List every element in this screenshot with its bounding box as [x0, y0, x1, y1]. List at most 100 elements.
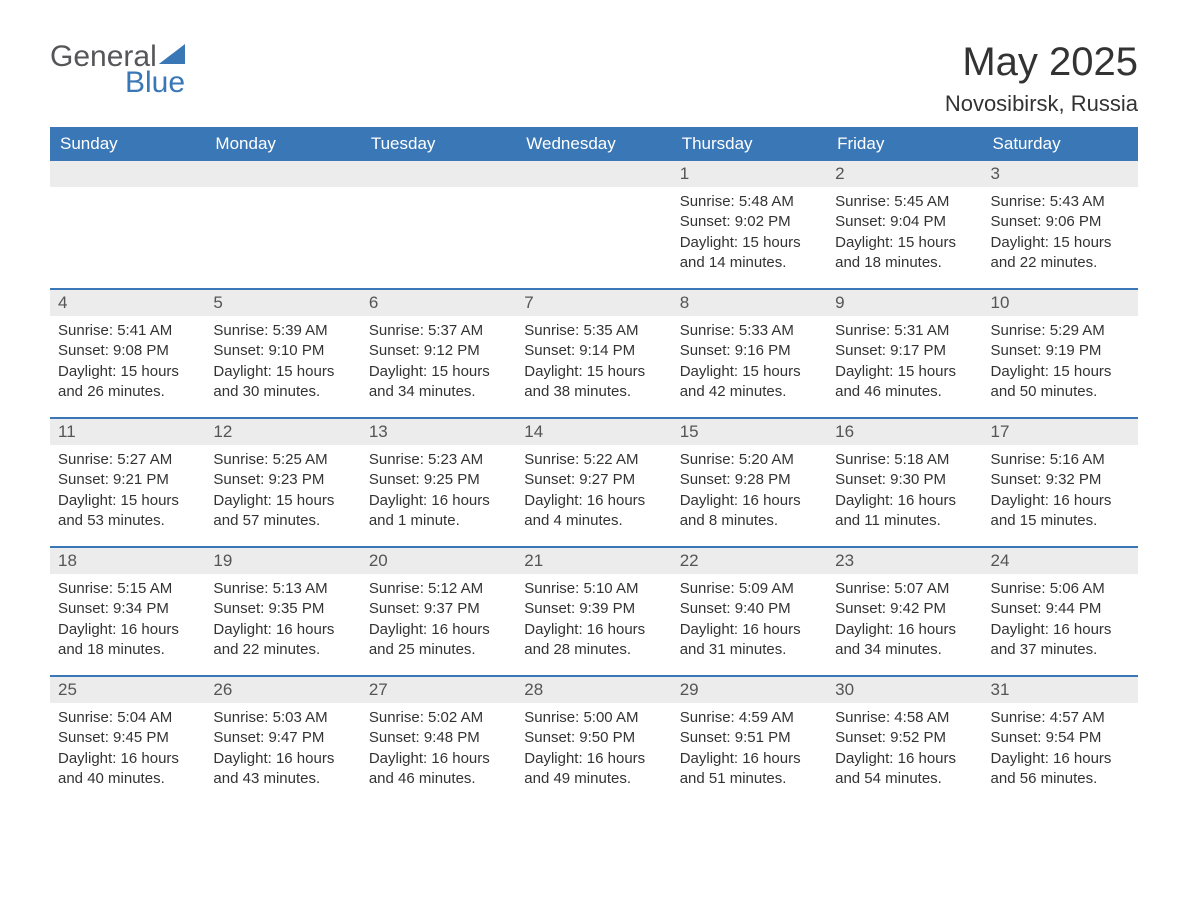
day-number: 4 — [50, 290, 205, 316]
sunrise-line: Sunrise: 5:22 AM — [524, 450, 663, 470]
sunset-line: Sunset: 9:10 PM — [213, 341, 352, 361]
day-number: 17 — [983, 419, 1138, 445]
sunset-line: Sunset: 9:12 PM — [369, 341, 508, 361]
daylight-line: Daylight: 16 hours and 18 minutes. — [58, 620, 197, 661]
daylight-line: Daylight: 15 hours and 38 minutes. — [524, 362, 663, 403]
calendar-body: 1Sunrise: 5:48 AMSunset: 9:02 PMDaylight… — [50, 161, 1138, 805]
calendar-week-row: 1Sunrise: 5:48 AMSunset: 9:02 PMDaylight… — [50, 161, 1138, 289]
day-details — [50, 187, 205, 200]
sunset-line: Sunset: 9:47 PM — [213, 728, 352, 748]
calendar-cell — [516, 161, 671, 289]
logo: General Blue — [50, 40, 185, 98]
sunset-line: Sunset: 9:14 PM — [524, 341, 663, 361]
day-number: 23 — [827, 548, 982, 574]
day-number: 1 — [672, 161, 827, 187]
calendar-cell: 1Sunrise: 5:48 AMSunset: 9:02 PMDaylight… — [672, 161, 827, 289]
day-details: Sunrise: 5:03 AMSunset: 9:47 PMDaylight:… — [205, 703, 360, 797]
sunset-line: Sunset: 9:25 PM — [369, 470, 508, 490]
sunset-line: Sunset: 9:16 PM — [680, 341, 819, 361]
sunrise-line: Sunrise: 5:12 AM — [369, 579, 508, 599]
day-number: 18 — [50, 548, 205, 574]
sunset-line: Sunset: 9:32 PM — [991, 470, 1130, 490]
title-block: May 2025 Novosibirsk, Russia — [945, 40, 1138, 117]
day-details: Sunrise: 5:10 AMSunset: 9:39 PMDaylight:… — [516, 574, 671, 668]
calendar-cell: 16Sunrise: 5:18 AMSunset: 9:30 PMDayligh… — [827, 419, 982, 547]
calendar-cell — [205, 161, 360, 289]
calendar-cell: 21Sunrise: 5:10 AMSunset: 9:39 PMDayligh… — [516, 548, 671, 676]
calendar-cell: 29Sunrise: 4:59 AMSunset: 9:51 PMDayligh… — [672, 677, 827, 805]
daylight-line: Daylight: 16 hours and 1 minute. — [369, 491, 508, 532]
day-number: 14 — [516, 419, 671, 445]
sunset-line: Sunset: 9:08 PM — [58, 341, 197, 361]
calendar-cell: 10Sunrise: 5:29 AMSunset: 9:19 PMDayligh… — [983, 290, 1138, 418]
daylight-line: Daylight: 16 hours and 8 minutes. — [680, 491, 819, 532]
day-number: 11 — [50, 419, 205, 445]
calendar-cell: 23Sunrise: 5:07 AMSunset: 9:42 PMDayligh… — [827, 548, 982, 676]
daylight-line: Daylight: 15 hours and 34 minutes. — [369, 362, 508, 403]
day-number: 20 — [361, 548, 516, 574]
day-details: Sunrise: 5:02 AMSunset: 9:48 PMDaylight:… — [361, 703, 516, 797]
calendar-cell: 13Sunrise: 5:23 AMSunset: 9:25 PMDayligh… — [361, 419, 516, 547]
day-number: 24 — [983, 548, 1138, 574]
day-number: 27 — [361, 677, 516, 703]
day-number: 8 — [672, 290, 827, 316]
day-number — [205, 161, 360, 187]
sunset-line: Sunset: 9:45 PM — [58, 728, 197, 748]
daylight-line: Daylight: 15 hours and 46 minutes. — [835, 362, 974, 403]
sunrise-line: Sunrise: 5:41 AM — [58, 321, 197, 341]
day-number: 15 — [672, 419, 827, 445]
day-number: 9 — [827, 290, 982, 316]
day-details: Sunrise: 5:06 AMSunset: 9:44 PMDaylight:… — [983, 574, 1138, 668]
daylight-line: Daylight: 16 hours and 56 minutes. — [991, 749, 1130, 790]
day-details: Sunrise: 4:59 AMSunset: 9:51 PMDaylight:… — [672, 703, 827, 797]
day-details: Sunrise: 5:35 AMSunset: 9:14 PMDaylight:… — [516, 316, 671, 410]
sunset-line: Sunset: 9:02 PM — [680, 212, 819, 232]
page-header: General Blue May 2025 Novosibirsk, Russi… — [50, 40, 1138, 117]
daylight-line: Daylight: 16 hours and 40 minutes. — [58, 749, 197, 790]
sunset-line: Sunset: 9:28 PM — [680, 470, 819, 490]
sunset-line: Sunset: 9:27 PM — [524, 470, 663, 490]
day-details — [205, 187, 360, 200]
sunset-line: Sunset: 9:17 PM — [835, 341, 974, 361]
day-number: 22 — [672, 548, 827, 574]
sunrise-line: Sunrise: 5:06 AM — [991, 579, 1130, 599]
daylight-line: Daylight: 16 hours and 4 minutes. — [524, 491, 663, 532]
sunrise-line: Sunrise: 4:57 AM — [991, 708, 1130, 728]
daylight-line: Daylight: 15 hours and 42 minutes. — [680, 362, 819, 403]
sunset-line: Sunset: 9:23 PM — [213, 470, 352, 490]
sunset-line: Sunset: 9:06 PM — [991, 212, 1130, 232]
day-number: 3 — [983, 161, 1138, 187]
day-header: Friday — [827, 127, 982, 161]
daylight-line: Daylight: 16 hours and 49 minutes. — [524, 749, 663, 790]
sunset-line: Sunset: 9:39 PM — [524, 599, 663, 619]
sunset-line: Sunset: 9:52 PM — [835, 728, 974, 748]
calendar-cell: 27Sunrise: 5:02 AMSunset: 9:48 PMDayligh… — [361, 677, 516, 805]
day-details: Sunrise: 5:48 AMSunset: 9:02 PMDaylight:… — [672, 187, 827, 281]
daylight-line: Daylight: 16 hours and 15 minutes. — [991, 491, 1130, 532]
sunset-line: Sunset: 9:50 PM — [524, 728, 663, 748]
sunrise-line: Sunrise: 5:18 AM — [835, 450, 974, 470]
calendar-week-row: 25Sunrise: 5:04 AMSunset: 9:45 PMDayligh… — [50, 677, 1138, 805]
calendar-cell: 5Sunrise: 5:39 AMSunset: 9:10 PMDaylight… — [205, 290, 360, 418]
sunset-line: Sunset: 9:51 PM — [680, 728, 819, 748]
sunset-line: Sunset: 9:34 PM — [58, 599, 197, 619]
day-details: Sunrise: 5:13 AMSunset: 9:35 PMDaylight:… — [205, 574, 360, 668]
sunrise-line: Sunrise: 5:35 AM — [524, 321, 663, 341]
day-details: Sunrise: 5:43 AMSunset: 9:06 PMDaylight:… — [983, 187, 1138, 281]
sunrise-line: Sunrise: 5:45 AM — [835, 192, 974, 212]
logo-word-blue: Blue — [50, 68, 185, 98]
sunset-line: Sunset: 9:48 PM — [369, 728, 508, 748]
calendar-cell: 20Sunrise: 5:12 AMSunset: 9:37 PMDayligh… — [361, 548, 516, 676]
sunrise-line: Sunrise: 4:59 AM — [680, 708, 819, 728]
day-details: Sunrise: 5:22 AMSunset: 9:27 PMDaylight:… — [516, 445, 671, 539]
calendar-table: SundayMondayTuesdayWednesdayThursdayFrid… — [50, 127, 1138, 805]
daylight-line: Daylight: 16 hours and 22 minutes. — [213, 620, 352, 661]
day-number: 28 — [516, 677, 671, 703]
calendar-cell: 18 Sunrise: 5:15 AMSunset: 9:34 PMDayligh… — [50, 548, 205, 676]
calendar-cell: 15Sunrise: 5:20 AMSunset: 9:28 PMDayligh… — [672, 419, 827, 547]
sunrise-line: Sunrise: 5:15 AM — [58, 579, 197, 599]
sunset-line: Sunset: 9:42 PM — [835, 599, 974, 619]
day-number: 6 — [361, 290, 516, 316]
day-number: 26 — [205, 677, 360, 703]
calendar-cell — [361, 161, 516, 289]
